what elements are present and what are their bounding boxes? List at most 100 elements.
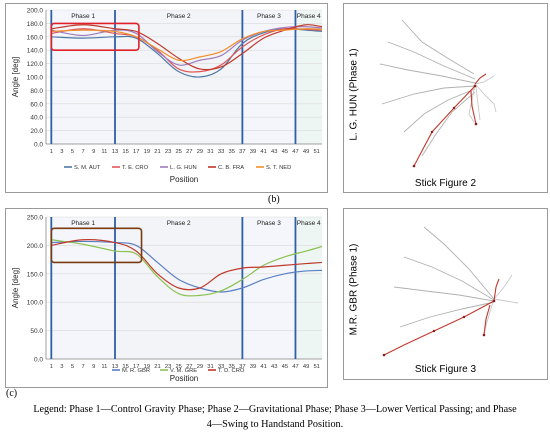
line-chart-b: 0.0 20.0 40.0 60.0 80.0 100.0 120.0 140.0 160.0 1… [11,8,323,184]
stick-segment [421,91,476,157]
series-line-4 [51,28,323,62]
phase-label: Phase 4 [297,220,321,227]
stick-segment [483,298,495,334]
phase-region [295,217,322,359]
x-tick-label: 51 [313,149,319,155]
stick-segment [403,88,476,133]
x-tick-label: 47 [292,149,298,155]
x-tick-label: 17 [133,149,139,155]
stick-segment-red [474,73,487,85]
x-tick-label: 21 [154,364,160,370]
x-tick-label: 35 [229,364,235,370]
stick-joint [412,164,416,168]
y-tick-label: 60.0 [30,101,43,108]
x-tick-label: 37 [239,364,245,370]
stick-figure-3-label: M.R. GBR (Phase 1) [348,243,360,336]
x-tick-label: 23 [165,364,171,370]
y-tick-label: 100.0 [27,75,44,82]
legend-label: T. E. CRO [122,165,149,171]
stick-joint [452,106,456,110]
stick-joint [382,353,386,357]
x-tick-label: 39 [250,364,256,370]
x-tick-label: 37 [239,149,245,155]
stick-segment [423,226,495,300]
stick-segment [475,85,481,121]
stick-segment [381,85,476,105]
stick-segment [493,274,513,300]
x-tick-label: 3 [60,364,63,370]
series-line-2 [51,239,323,291]
stick-segment-red [483,304,491,336]
legend-label: T. D. CRO [218,368,245,374]
panel-letter-b: (b) [268,194,280,205]
x-tick-label: 45 [282,364,288,370]
y-tick-label: 120.0 [27,61,44,68]
y-tick-label: 140.0 [27,48,44,55]
phase-label: Phase 3 [257,13,281,20]
y-tick-label: 100.0 [27,300,44,307]
x-tick-label: 19 [144,364,150,370]
stick-joint [430,130,434,134]
stick-segment [401,19,475,75]
x-tick-label: 7 [82,149,85,155]
x-tick-label: 25 [175,364,181,370]
y-tick-label: 50.0 [30,328,43,335]
chart-panel-c: 0.0 50.0 100.0 150.0 200.0 250.0 1 3 5 7 9 11 13 15 17… [5,208,328,388]
stick-segment [393,286,495,302]
y-tick-label: 180.0 [27,21,44,28]
x-tick-label: 23 [165,149,171,155]
legend-label: V. M. GRE [170,368,197,374]
x-tick-label: 5 [71,149,74,155]
x-tick-label: 9 [92,149,95,155]
stick-figure-3-drawing [382,226,519,357]
x-tick-label: 27 [186,364,192,370]
x-tick-label: 1 [50,364,53,370]
stick-figure-2-caption: Stick Figure 2 [414,178,477,189]
stick-segment [399,301,495,328]
x-tick-label: 21 [154,149,160,155]
stick-figure-3-panel: M.R. GBR (Phase 1) Stick Figure 3 [343,208,548,380]
x-tick-label: 51 [313,364,319,370]
x-tick-label: 45 [282,149,288,155]
x-tick-label: 29 [197,149,203,155]
y-tick-label: 160.0 [27,34,44,41]
legend-label: S. T. NED [266,165,291,171]
x-tick-label: 41 [260,364,266,370]
y-tick-label: 20.0 [30,128,43,135]
stick-joint [462,315,466,319]
phase-region [51,217,115,359]
stick-segment-red [470,90,477,125]
x-tick-label: 11 [101,364,107,370]
figure-legend-line-1: Legend: Phase 1—Control Gravity Phase; P… [33,404,517,415]
figure-legend-line-2: 4—Swing to Handstand Position. [206,419,344,430]
legend-label: L. G. HUN [170,165,197,171]
phase-label: Phase 2 [167,13,191,20]
x-tick-label: 7 [82,364,85,370]
stick-segment [468,83,476,123]
x-tick-label: 41 [260,149,266,155]
x-tick-label: 15 [122,149,128,155]
series-line-2 [51,26,323,66]
phase-label: Phase 4 [297,13,321,20]
x-axis-title: Position [170,175,198,184]
x-tick-label: 31 [207,364,213,370]
stick-segment [403,256,495,301]
legend-label: C. B. FRA [218,165,244,171]
x-tick-label: 43 [271,149,277,155]
stick-figure-3-caption: Stick Figure 3 [414,364,477,375]
x-tick-label: 9 [92,364,95,370]
stick-segment-red [413,85,476,167]
x-tick-label: 31 [207,149,213,155]
y-tick-label: 150.0 [27,271,44,278]
y-tick-label: 80.0 [30,88,43,95]
x-tick-label: 11 [101,149,107,155]
x-tick-label: 29 [197,364,203,370]
x-tick-label: 19 [144,149,150,155]
stick-joint [473,84,477,88]
y-tick-label: 250.0 [27,215,44,222]
x-tick-label: 47 [292,364,298,370]
x-tick-label: 35 [229,149,235,155]
stick-figure-2-drawing [379,19,497,168]
y-axis-title: Angle [deg] [11,57,20,97]
y-tick-label: 200.0 [27,243,44,250]
